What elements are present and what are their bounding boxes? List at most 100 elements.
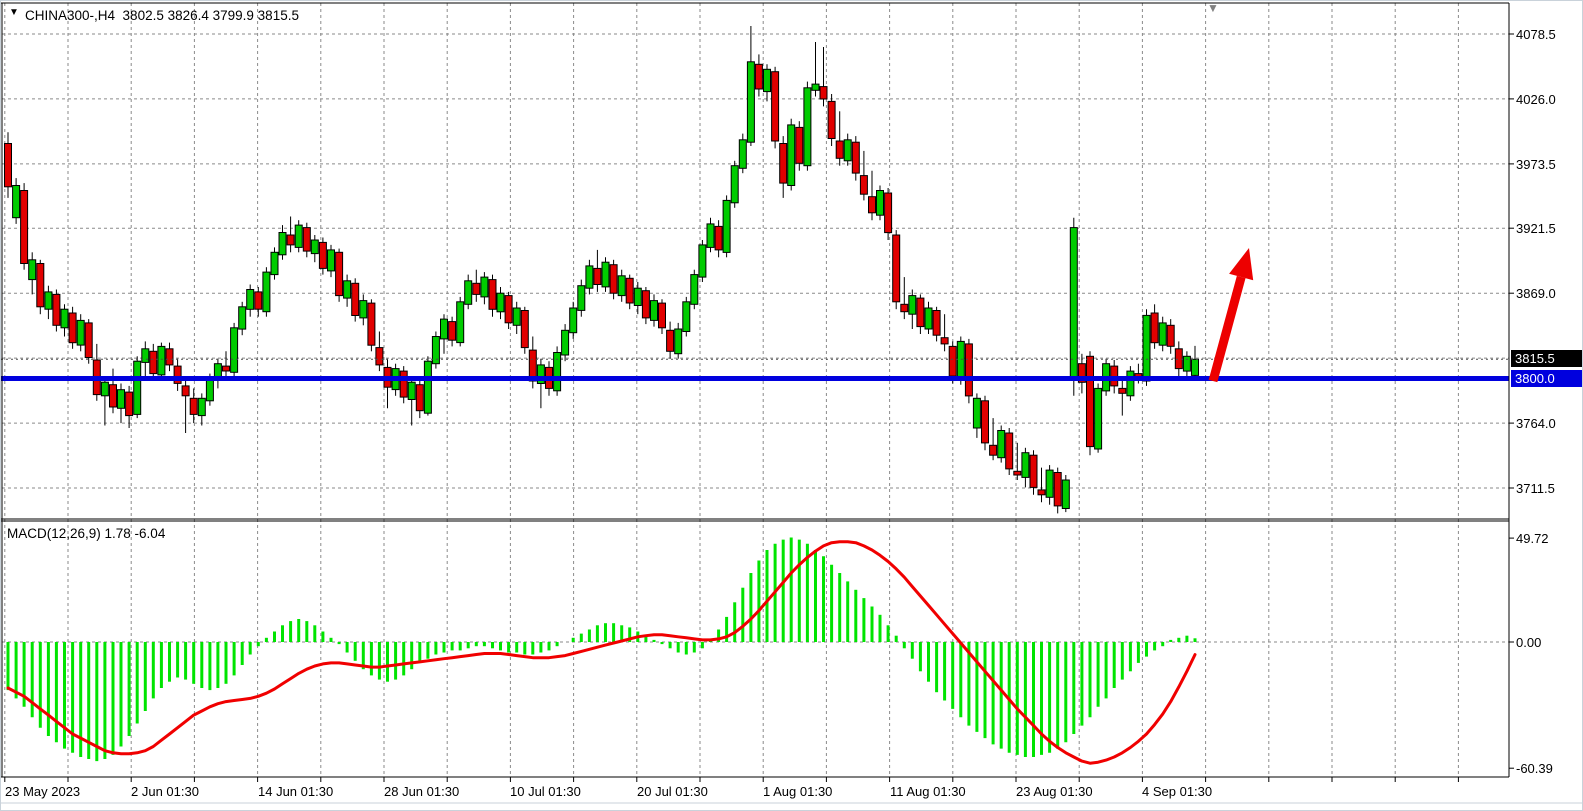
- bearish-candle: [940, 337, 949, 345]
- bullish-candle: [246, 289, 255, 310]
- bearish-candle: [52, 293, 61, 326]
- bearish-candle: [335, 251, 344, 297]
- bullish-candle: [440, 318, 448, 340]
- bullish-candle: [787, 124, 796, 186]
- time-axis-label: 28 Jun 01:30: [384, 784, 460, 799]
- bearish-candle: [165, 348, 174, 366]
- chart-title-ohlc: 3802.5 3826.4 3799.9 3815.5: [122, 8, 299, 23]
- bearish-candle: [1166, 324, 1175, 347]
- bullish-candle: [650, 300, 658, 321]
- bullish-candle: [456, 301, 465, 344]
- bearish-candle: [149, 350, 158, 375]
- bearish-candle: [472, 282, 481, 295]
- bullish-candle: [512, 307, 521, 326]
- bearish-candle: [1077, 363, 1086, 383]
- bearish-candle: [779, 143, 788, 184]
- bullish-candle: [359, 300, 368, 319]
- bearish-candle: [1013, 470, 1022, 476]
- horizontal-line-price-tag: 3800.0: [1511, 370, 1582, 387]
- bullish-candle: [28, 259, 37, 281]
- bullish-candle: [763, 68, 771, 93]
- up-arrow-head[interactable]: [1229, 248, 1254, 281]
- price-axis-label: 4026.0: [1516, 92, 1556, 107]
- bearish-candle: [399, 370, 408, 398]
- symbol-dropdown-icon[interactable]: ▼: [9, 7, 19, 18]
- bearish-candle: [593, 267, 602, 285]
- time-axis-label: 20 Jul 01:30: [637, 784, 708, 799]
- bullish-candle: [633, 287, 642, 307]
- bearish-candle: [916, 297, 925, 328]
- bearish-candle: [1150, 312, 1159, 344]
- bearish-candle: [827, 100, 836, 139]
- bearish-candle: [254, 291, 263, 310]
- bullish-candle: [141, 348, 150, 363]
- bearish-candle: [36, 263, 45, 308]
- bearish-candle: [68, 312, 77, 344]
- bullish-candle: [157, 345, 166, 376]
- macd-axis-label: 49.72: [1516, 531, 1549, 546]
- bullish-candle: [876, 190, 884, 216]
- bullish-candle: [60, 308, 69, 329]
- bullish-candle: [270, 251, 279, 276]
- macd-indicator-label: MACD(12,26,9) 1.78 -6.04: [7, 526, 166, 541]
- bullish-candle: [262, 271, 271, 313]
- macd-axis-label: 0.00: [1516, 635, 1542, 650]
- chart-title-symbol: CHINA300-,H4: [25, 8, 116, 23]
- bullish-candle: [682, 301, 691, 332]
- bullish-candle: [617, 275, 626, 297]
- bearish-candle: [884, 192, 893, 234]
- bearish-candle: [375, 347, 384, 366]
- bullish-candle: [310, 239, 319, 255]
- bearish-candle: [1174, 348, 1183, 370]
- bearish-candle: [666, 329, 675, 352]
- bullish-candle: [12, 185, 21, 219]
- bullish-candle: [690, 274, 699, 305]
- bearish-candle: [318, 241, 327, 269]
- price-axis-label: 3711.5: [1516, 481, 1555, 496]
- bearish-candle: [286, 234, 295, 246]
- bearish-candle: [900, 303, 909, 313]
- bullish-candle: [133, 360, 142, 415]
- bullish-candle: [561, 329, 570, 356]
- bearish-candle: [125, 391, 134, 417]
- bearish-candle: [181, 385, 190, 397]
- bearish-candle: [625, 277, 634, 304]
- up-arrow-shaft[interactable]: [1208, 275, 1246, 383]
- bullish-candle: [238, 306, 247, 330]
- bearish-candle: [641, 290, 650, 319]
- bullish-candle: [569, 307, 578, 334]
- bearish-candle: [448, 321, 457, 341]
- bullish-candle: [44, 291, 53, 310]
- bearish-candle: [415, 384, 424, 412]
- bullish-candle: [205, 378, 214, 402]
- bullish-candle: [1126, 370, 1135, 397]
- price-axis-label: 4078.5: [1516, 27, 1556, 42]
- bullish-candle: [843, 139, 852, 162]
- bearish-candle: [819, 86, 828, 100]
- macd-signal-line: [6, 540, 1197, 765]
- bearish-candle: [754, 63, 763, 90]
- bearish-candle: [1029, 454, 1038, 488]
- bearish-candle: [1005, 432, 1014, 470]
- bearish-candle: [173, 365, 182, 384]
- bullish-candle: [431, 336, 440, 365]
- bullish-candle: [698, 244, 707, 278]
- bearish-candle: [892, 234, 901, 303]
- price-axis-label: 3973.5: [1516, 157, 1556, 172]
- bullish-candle: [100, 381, 109, 397]
- bearish-candle: [859, 175, 868, 195]
- bearish-candle: [1053, 472, 1062, 507]
- bullish-candle: [553, 352, 562, 392]
- macd-axis-label: -60.39: [1516, 761, 1553, 776]
- chart-shift-marker-icon[interactable]: ▼: [1207, 1, 1219, 15]
- bullish-candle: [706, 223, 715, 248]
- bullish-candle: [464, 280, 473, 305]
- bullish-candle: [1045, 469, 1054, 498]
- bullish-candle: [601, 261, 610, 288]
- bearish-candle: [989, 444, 998, 456]
- bullish-candle: [496, 292, 505, 313]
- time-axis-label: 11 Aug 01:30: [890, 784, 966, 799]
- bullish-candle: [1142, 314, 1151, 382]
